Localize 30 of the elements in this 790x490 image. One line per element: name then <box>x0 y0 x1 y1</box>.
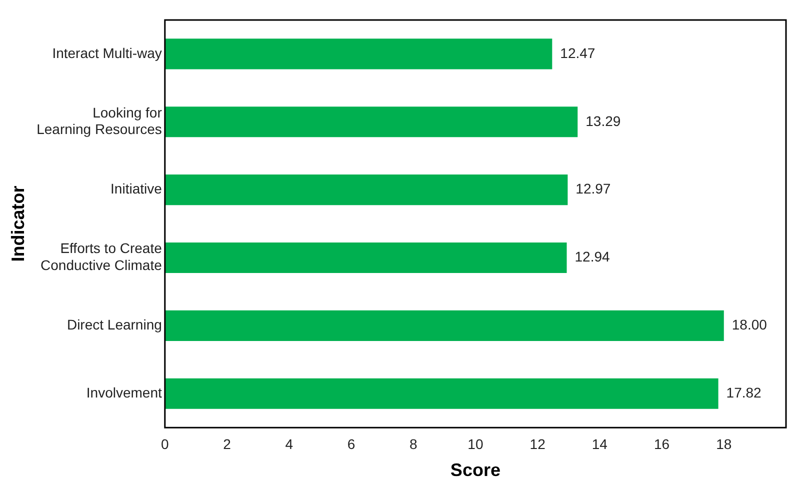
data-label: 18.00 <box>732 316 768 333</box>
bar <box>164 106 578 138</box>
x-tick-label: 2 <box>223 436 232 452</box>
y-tick-label: Efforts to Create Conductive Climate <box>40 240 162 274</box>
x-tick-label: 14 <box>592 436 608 452</box>
x-tick-label: 6 <box>347 436 356 452</box>
data-label: 13.29 <box>586 112 621 129</box>
bar <box>164 174 568 206</box>
x-tick-label: 18 <box>716 436 732 452</box>
data-label: 12.97 <box>576 180 611 197</box>
x-tick-label: 0 <box>160 436 169 452</box>
y-tick-label: Interact Multi-way <box>52 44 162 61</box>
data-label: 17.82 <box>726 384 762 400</box>
y-tick-label: Looking for Learning Resources <box>36 104 162 138</box>
bar <box>164 310 724 341</box>
y-tick-label: Involvement <box>86 384 162 400</box>
data-label: 12.47 <box>560 44 596 61</box>
x-tick-label: 12 <box>530 436 546 452</box>
x-axis-title: Score <box>450 460 500 480</box>
y-axis-title: Indicator <box>8 186 28 262</box>
data-label: 12.94 <box>574 248 610 265</box>
x-tick-label: 8 <box>409 436 418 452</box>
y-tick-label: Direct Learning <box>66 316 162 333</box>
x-tick-label: 4 <box>285 436 294 452</box>
y-tick-label: Initiative <box>110 180 162 197</box>
x-tick-label: 16 <box>654 436 670 452</box>
x-tick-label: 10 <box>468 436 484 452</box>
bar <box>164 38 552 70</box>
bar <box>164 242 567 274</box>
bar <box>164 378 718 409</box>
